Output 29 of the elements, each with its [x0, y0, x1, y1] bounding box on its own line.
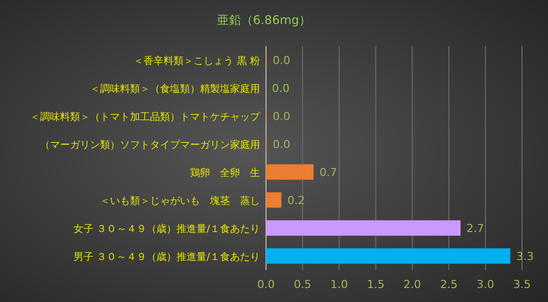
bar [266, 220, 461, 236]
data-label: 0.0 [272, 82, 290, 95]
data-label: 0.0 [272, 110, 290, 123]
y-tick-label: ＜香辛料類＞こしょう 黒 粉 [134, 55, 260, 67]
y-tick-label: ＜いも類＞じゃがいも 塊茎 蒸し [100, 195, 260, 207]
y-tick-label: 男子 ３０～４９（歳）推進量/１食あたり [73, 251, 260, 263]
data-label: 3.3 [516, 250, 534, 263]
bar [266, 248, 510, 264]
y-tick-label: ＜調味料類＞（食塩類）精製塩家庭用 [90, 83, 260, 95]
bar [266, 164, 314, 180]
x-tick-label: 3.0 [476, 278, 494, 291]
x-tick-label: 3.5 [513, 278, 531, 291]
data-label: 2.7 [466, 222, 484, 235]
y-tick-label: （マーガリン類）ソフトタイプマーガリン家庭用 [40, 139, 260, 151]
x-tick-label: 2.0 [404, 278, 422, 291]
y-tick-label: ＜調味料類＞（トマト加工品類）トマトケチャップ [30, 111, 261, 123]
bar [266, 192, 282, 208]
x-tick-label: 2.5 [440, 278, 458, 291]
data-label: 0.2 [287, 194, 305, 207]
data-label: 0.0 [272, 54, 290, 67]
x-tick-label: 0.0 [257, 278, 275, 291]
data-label: 0.0 [272, 138, 290, 151]
x-tick-label: 1.5 [366, 278, 384, 291]
y-tick-label: 女子 ３０～４９（歳）推進量/１食あたり [73, 223, 260, 235]
data-label: 0.7 [320, 166, 338, 179]
chart-title: 亜鉛（6.86mg） [216, 13, 312, 27]
x-tick-label: 0.5 [294, 278, 312, 291]
y-tick-label: 鶏卵 全卵 生 [190, 167, 260, 179]
x-tick-label: 1.0 [330, 278, 348, 291]
